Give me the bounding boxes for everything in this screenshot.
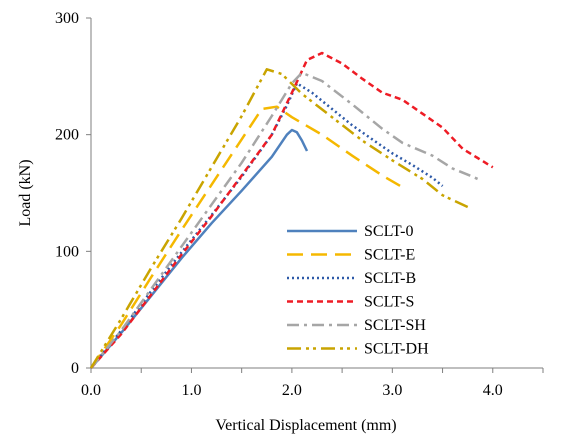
x-tick-label: 3.0 [382,382,402,399]
x-tick-label: 4.0 [483,382,503,399]
legend-label-sclt-b: SCLT-B [364,270,416,287]
legend: SCLT-0 SCLT-E SCLT-B SCLT-S SCLT-SH SCLT-DH [287,223,429,358]
x-axis-title: Vertical Displacement (mm) [215,417,396,434]
series-line-sclt-0 [90,128,309,369]
axes [86,17,544,373]
series-lines [89,51,494,369]
y-tick-label: 100 [55,243,79,260]
tick-labels: 0 100 200 300 0.0 1.0 2.0 3.0 4.0 [55,10,503,399]
y-tick-label: 300 [55,10,79,27]
series-line-sclt-e [89,105,404,369]
y-axis-title: Load (kN) [17,159,34,226]
x-tick-label: 1.0 [181,382,201,399]
series-line-sclt-dh [89,68,469,369]
legend-label-sclt-0: SCLT-0 [364,223,414,240]
legend-label-sclt-e: SCLT-E [364,247,415,264]
series-line-sclt-sh [90,71,479,369]
series-line-sclt-s [90,51,494,369]
y-tick-label: 200 [55,127,79,144]
legend-label-sclt-s: SCLT-S [364,294,414,311]
legend-label-sclt-sh: SCLT-SH [364,317,426,334]
x-tick-label: 0.0 [81,382,101,399]
series-line-sclt-b [90,82,444,369]
y-tick-label: 0 [71,360,79,377]
legend-label-sclt-dh: SCLT-DH [364,341,429,358]
x-tick-label: 2.0 [282,382,302,399]
